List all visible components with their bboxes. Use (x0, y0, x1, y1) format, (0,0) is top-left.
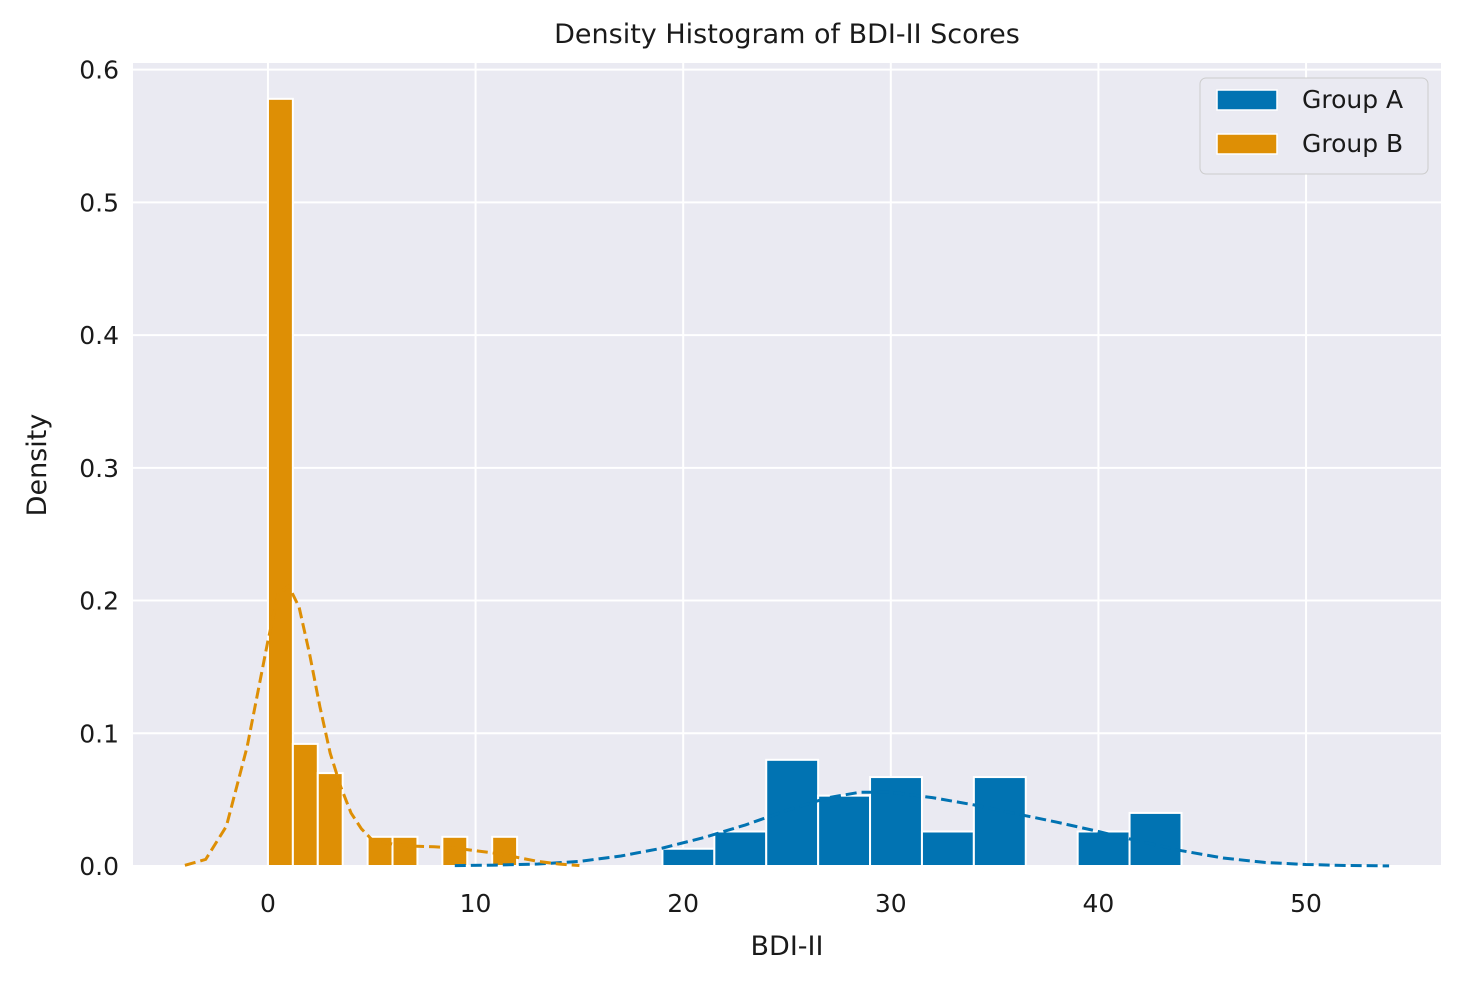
y-tick-label: 0.4 (79, 321, 119, 350)
y-tick-label: 0.1 (79, 719, 119, 748)
histogram-bar-group-b (441, 835, 469, 867)
y-tick-label: 0.5 (79, 188, 119, 217)
x-tick-label: 30 (875, 889, 907, 918)
kde-curves (184, 583, 1390, 868)
x-tick-labels: 0 10 20 30 40 50 (260, 889, 1322, 918)
histogram-bar-group-b (266, 97, 294, 867)
x-gridlines (266, 63, 1308, 866)
y-tick-labels: 0.0 0.1 0.2 0.3 0.4 0.5 0.6 (79, 56, 119, 881)
histogram-bar-group-a (817, 794, 872, 867)
x-axis-label: BDI-II (751, 931, 824, 962)
chart-title: Density Histogram of BDI-II Scores (554, 19, 1020, 50)
legend: Group A Group B (1199, 77, 1429, 175)
x-tick-label: 20 (667, 889, 699, 918)
y-axis-label: Density (22, 414, 53, 517)
histogram-bar-group-a (713, 830, 768, 867)
legend-swatch-group-a (1216, 89, 1278, 111)
plot-background (133, 63, 1441, 866)
histogram-bar-group-a (972, 776, 1027, 868)
x-tick-label: 10 (460, 889, 492, 918)
histogram-bar-group-a (869, 776, 923, 868)
histogram-bar-group-b (291, 742, 319, 868)
histogram-bar-group-b (316, 772, 344, 867)
y-tick-label: 0.2 (79, 587, 119, 616)
x-tick-label: 50 (1290, 889, 1322, 918)
histogram-bar-group-b (391, 835, 419, 867)
legend-swatch-group-b (1216, 133, 1278, 155)
histogram-bar-group-a (920, 830, 975, 867)
histogram-bar-group-a (661, 847, 716, 868)
y-tick-label: 0.6 (79, 56, 119, 85)
x-tick-label: 40 (1083, 889, 1115, 918)
legend-label-group-a: Group A (1302, 85, 1403, 114)
histogram-bar-group-b (366, 835, 394, 867)
y-tick-label: 0.3 (79, 454, 119, 483)
x-tick-label: 0 (260, 889, 276, 918)
histogram-bar-group-b (491, 835, 519, 867)
histogram-bar-group-a (765, 758, 820, 867)
legend-label-group-b: Group B (1302, 129, 1403, 158)
y-gridlines (133, 68, 1441, 867)
kde-curve-group-b (184, 583, 580, 867)
kde-curve-group-a (454, 790, 1390, 868)
y-tick-label: 0.0 (79, 852, 119, 881)
